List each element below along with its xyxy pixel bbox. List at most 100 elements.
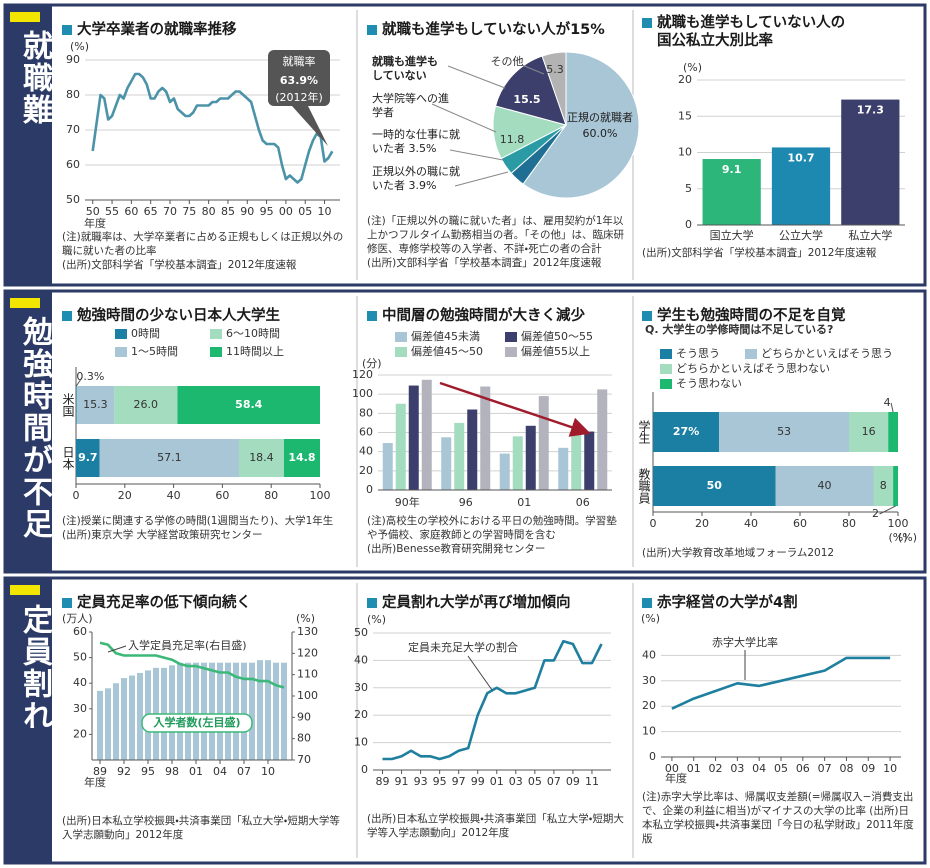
x-tick-label: 01 [687, 762, 701, 775]
x-tick-label: 40 [744, 517, 758, 530]
y-tick-label: 60 [73, 625, 87, 638]
slice-value: 11.8 [500, 133, 525, 146]
x-tick-label: 10 [318, 205, 332, 218]
note: (注)赤字大学比率は、帰属収支差額(=帰属収入−消費支出で、企業の利益に相当)が… [642, 791, 914, 845]
pie-slice [541, 51, 567, 126]
line [382, 639, 603, 761]
note: (注)高校生の学校外における平日の勉強時間。学習塾や予備校、家庭教師との学習時間… [367, 515, 617, 541]
section-label: 就職難 [17, 30, 52, 126]
bar [538, 396, 549, 490]
bar-segment [238, 439, 284, 477]
bar [281, 662, 287, 760]
x-tick-label: 11 [585, 775, 599, 788]
legend-label: そう思わない [676, 377, 742, 390]
legend-label: 0時間 [131, 327, 160, 340]
bar-segment [893, 466, 898, 506]
x-tick-label: 07 [237, 765, 251, 778]
x-tick-label: 50 [86, 205, 100, 218]
x-tick-label: 09 [566, 775, 580, 788]
y-tick-label: 100 [352, 387, 373, 400]
axis-unit: (%) [898, 531, 917, 544]
title-icon [62, 25, 72, 35]
value-label: 0.3% [76, 370, 104, 383]
x-tick-label: 05 [528, 775, 542, 788]
bar [185, 662, 191, 760]
annotation: 定員未充足大学の割合 [408, 640, 518, 654]
y-tick-label: 120 [297, 646, 318, 659]
bar [499, 453, 510, 490]
x-tick-label: 07 [818, 762, 832, 775]
x-tick-label: 私立大学 [848, 228, 892, 242]
x-tick-label: 02 [709, 762, 723, 775]
value-label: 15.3 [83, 398, 108, 411]
x-tick-label: 80 [842, 517, 856, 530]
y-tick-label: 90 [297, 710, 311, 723]
bar [771, 147, 831, 225]
x-tick-label: 07 [547, 775, 561, 788]
category-label: 教職員 [637, 468, 651, 504]
section-tabs [10, 12, 40, 595]
y-tick-label: 0 [685, 218, 692, 231]
bar-segment [177, 386, 320, 424]
axis-unit: (%) [683, 61, 702, 74]
legend-swatch [210, 329, 222, 339]
x-tick-label: 95 [433, 775, 447, 788]
note: (出所)文部科学省「学校基本調査」2012年度速報 [62, 259, 297, 271]
x-tick-label: 05 [298, 205, 312, 218]
y-tick-label: 120 [352, 368, 373, 381]
series-label: 入学定員充足率(右目盛) [128, 638, 247, 652]
bar [584, 431, 595, 490]
legend-label: どちらかといえばそう思う [761, 347, 893, 360]
frames [3, 3, 927, 865]
x-tick-label: 55 [105, 205, 119, 218]
note: (出所)日本私立学校振興・共済事業団「私立大学・短期大学等入学志願動向」2012… [62, 815, 340, 841]
bar [193, 662, 199, 760]
section-blocks [5, 5, 52, 863]
x-tick-label: 03 [730, 762, 744, 775]
section-block [5, 291, 52, 572]
bar-segment [849, 412, 889, 452]
x-tick-label: 75 [182, 205, 196, 218]
note: (出所)日本私立学校振興・共済事業団「私立大学・短期大学等入学志願動向」2012… [367, 813, 624, 839]
y-tick-label: 60 [359, 426, 373, 439]
bar [121, 678, 127, 760]
chart-title: 就職も進学もしていない人が15% [382, 22, 605, 38]
value-label: 40 [818, 479, 832, 492]
x-tick-label: 89 [376, 775, 390, 788]
series-label-box [141, 713, 253, 733]
y-tick-label: 70 [297, 753, 311, 766]
y-tick-label: 70 [66, 123, 80, 136]
legend-swatch [660, 379, 672, 389]
chart-title: 赤字経営の大学が4割 [657, 595, 798, 611]
note: (出所)文部科学省「学校基本調査」2012年度速報 [642, 247, 877, 259]
y-tick-label: 40 [354, 653, 368, 666]
bar-segment [76, 439, 100, 477]
x-tick-label: 93 [414, 775, 428, 788]
value-label: 50 [707, 479, 723, 492]
slice-name: 正規以外の職に就いた者 [372, 165, 460, 192]
x-tick-label: 06 [796, 762, 810, 775]
bar [841, 99, 900, 225]
x-axis-label: 年度 [84, 216, 106, 230]
line [99, 641, 285, 689]
chart-title: 定員充足率の低下傾向続く [77, 595, 251, 611]
x-tick-label: 国立大学 [710, 228, 754, 242]
legend-swatch [505, 332, 517, 342]
label-leader [521, 64, 545, 75]
bar [467, 409, 478, 490]
value-label: 9.7 [78, 451, 98, 464]
bar [241, 662, 247, 760]
bar [137, 672, 143, 760]
chart-title: 定員割れ大学が再び増加傾向 [382, 595, 571, 611]
label-leader [75, 376, 83, 387]
x-tick-label: 91 [395, 775, 409, 788]
bar-segment [76, 386, 115, 424]
value-label: 18.4 [249, 451, 274, 464]
bar [217, 662, 223, 760]
bar [480, 386, 491, 490]
x-tick-label: 89 [93, 765, 107, 778]
legend-swatch [660, 364, 672, 374]
x-axis-label: 年度 [665, 771, 687, 785]
pie-slice [494, 55, 567, 126]
